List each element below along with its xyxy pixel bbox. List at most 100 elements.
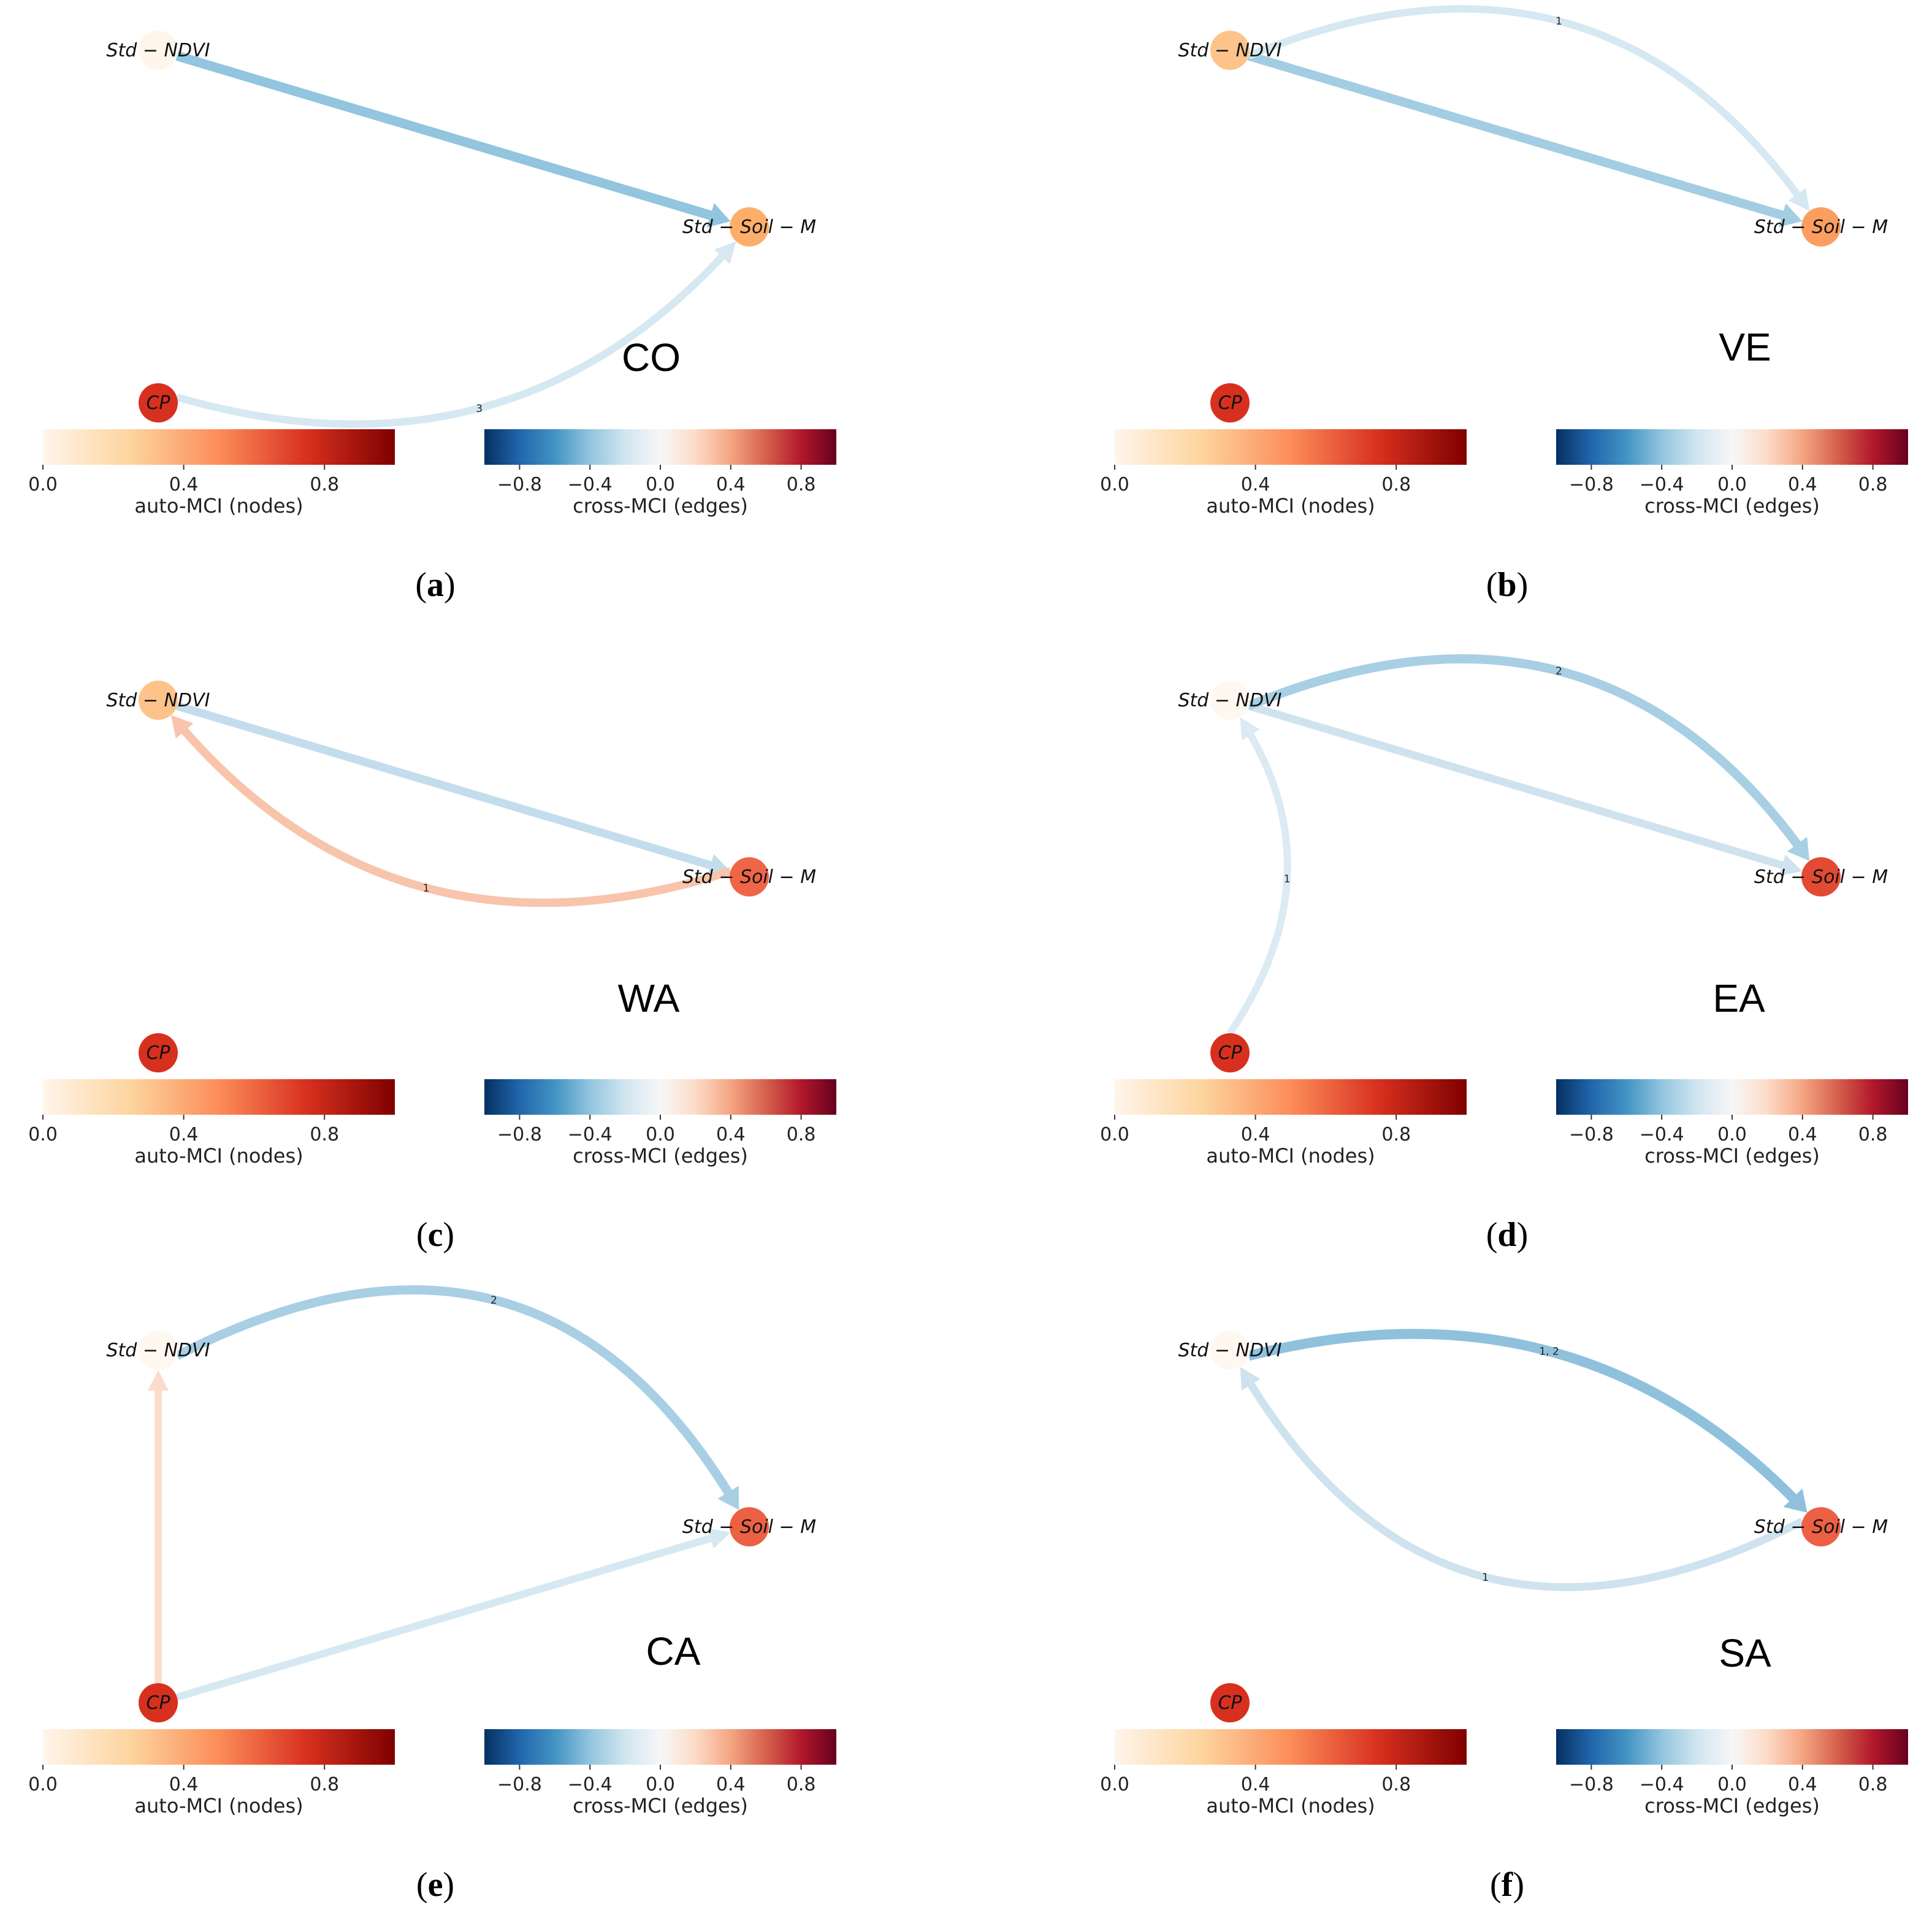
edge-tick: 0.0: [646, 1774, 675, 1795]
edge-arrowhead: [714, 241, 736, 264]
panel-e-edges: 2: [147, 1285, 739, 1701]
edge-ndvi-to-soil: [1247, 5, 1805, 202]
edge-tick: −0.8: [1569, 1124, 1614, 1145]
panel-a-region-label: CO: [622, 335, 681, 380]
panel-f-node-std-soil-m: [1801, 1507, 1841, 1546]
panel-b-label-std-ndvi: Std − NDVI: [1178, 40, 1282, 61]
edge-tick: 0.8: [1858, 1124, 1888, 1145]
panel-d-node-cp: [1210, 1033, 1250, 1072]
edge-tick: −0.4: [1640, 474, 1684, 495]
edge-tick: 0.8: [1858, 1774, 1888, 1795]
edge-ndvi-to-soil: [175, 701, 719, 872]
panel-c: 1 Std − NDVI Std − Soil − M CP WA 0.0 0.…: [28, 681, 836, 1254]
panel-b-node-cp: [1210, 383, 1250, 422]
panel-a-node-std-ndvi: [139, 31, 178, 70]
panel-b-node-std-ndvi: [1210, 31, 1250, 70]
panel-c-caption: (c): [416, 1216, 454, 1254]
edge-soil-to-ndvi: [177, 722, 732, 907]
panel-b-node-std-soil-m: [1801, 207, 1841, 246]
edge-tick: −0.4: [1640, 1124, 1684, 1145]
edge-tick: −0.4: [568, 474, 613, 495]
node-tick: 0.4: [169, 1774, 199, 1795]
edge-lag-label: 3: [476, 403, 483, 415]
node-tick: 0.4: [169, 1124, 199, 1145]
node-tick: 0.8: [310, 1774, 339, 1795]
edge-colorbar-title: cross-MCI (edges): [573, 1144, 748, 1167]
panel-e: 2 Std − NDVI Std − Soil − M CP CA 0.0 0.…: [28, 1285, 836, 1904]
edge-ndvi-to-soil: [175, 1285, 736, 1501]
edge-colorbar-title: cross-MCI (edges): [573, 494, 748, 518]
node-colorbar: [1115, 429, 1467, 465]
edge-tick: 0.4: [1788, 474, 1817, 495]
node-tick: 0.0: [28, 1124, 58, 1145]
edge-arrowhead: [706, 203, 731, 228]
panel-c-label-std-soil-m: Std − Soil − M: [682, 866, 816, 888]
panel-b-colorbars: 0.0 0.4 0.8 −0.8 −0.4 0.0 0.4 0.8 auto-M…: [1100, 429, 1908, 518]
edge-arrowhead: [147, 1370, 169, 1391]
panel-c-label-std-ndvi: Std − NDVI: [107, 690, 210, 711]
panel-e-label-std-soil-m: Std − Soil − M: [682, 1516, 816, 1538]
edge-ndvi-to-soil: [1247, 654, 1806, 853]
edge-ndvi-to-soil: [175, 51, 719, 223]
edge-tick: 0.0: [646, 474, 675, 495]
panel-a-node-std-soil-m: [730, 207, 769, 246]
panel-c-node-std-ndvi: [139, 681, 178, 720]
panel-e-label-cp: CP: [146, 1692, 170, 1714]
panel-e-label-std-ndvi: Std − NDVI: [107, 1340, 210, 1361]
panel-b-label-std-soil-m: Std − Soil − M: [1754, 216, 1888, 238]
edge-colorbar-title: cross-MCI (edges): [573, 1794, 748, 1817]
edge-tick: 0.0: [1717, 474, 1747, 495]
edge-soil-to-ndvi: [1243, 1376, 1804, 1591]
node-tick: 0.4: [169, 474, 199, 495]
node-tick: 0.4: [1241, 1124, 1270, 1145]
edge-lag-label: 1, 2: [1539, 1346, 1559, 1358]
node-colorbar: [1115, 1729, 1467, 1765]
node-tick: 0.0: [1100, 1124, 1129, 1145]
edge-tick: −0.8: [1569, 474, 1614, 495]
edge-arrowhead: [1779, 854, 1803, 876]
edge-tick: −0.8: [1569, 1774, 1614, 1795]
panel-d-region-label: EA: [1712, 976, 1765, 1020]
edge-arrowhead: [707, 1528, 731, 1549]
panel-f-label-std-soil-m: Std − Soil − M: [1754, 1516, 1888, 1538]
panel-c-node-std-soil-m: [730, 857, 769, 896]
node-colorbar: [43, 1729, 395, 1765]
panel-e-region-label: CA: [646, 1629, 701, 1673]
edge-ndvi-to-soil: [1247, 52, 1791, 222]
panel-c-colorbars: 0.0 0.4 0.8 −0.8 −0.4 0.0 0.4 0.8 auto-M…: [28, 1079, 836, 1167]
node-colorbar-title: auto-MCI (nodes): [134, 494, 303, 518]
edge-arrowhead: [1787, 836, 1810, 862]
edge-tick: 0.0: [1717, 1774, 1747, 1795]
edge-tick: 0.4: [1788, 1124, 1817, 1145]
edge-cp-to-soil: [175, 248, 730, 428]
node-tick: 0.8: [1381, 1774, 1411, 1795]
panel-f-node-std-ndvi: [1210, 1331, 1250, 1370]
node-colorbar-title: auto-MCI (nodes): [134, 1144, 303, 1167]
edge-ndvi-to-soil: [1247, 1329, 1802, 1507]
panel-e-colorbars: 0.0 0.4 0.8 −0.8 −0.4 0.0 0.4 0.8 auto-M…: [28, 1729, 836, 1817]
panel-a-label-std-soil-m: Std − Soil − M: [682, 216, 816, 238]
edge-tick: 0.4: [1788, 1774, 1817, 1795]
panel-a-label-cp: CP: [146, 392, 170, 414]
panel-f-colorbars: 0.0 0.4 0.8 −0.8 −0.4 0.0 0.4 0.8 auto-M…: [1100, 1729, 1908, 1817]
panel-d-caption: (d): [1486, 1216, 1528, 1254]
edge-arrowhead: [1240, 1367, 1261, 1391]
panel-a-caption: (a): [415, 566, 455, 604]
panel-c-label-cp: CP: [146, 1042, 170, 1064]
edge-colorbar-title: cross-MCI (edges): [1644, 494, 1820, 518]
panel-b-edges: 1: [1247, 5, 1810, 227]
edge-colorbar: [484, 1729, 836, 1765]
panel-f-label-std-ndvi: Std − NDVI: [1178, 1340, 1282, 1361]
edge-tick: −0.4: [568, 1774, 613, 1795]
node-colorbar: [1115, 1079, 1467, 1115]
edge-cp-to-ndvi: [1227, 727, 1291, 1036]
edge-lag-label: 1: [1482, 1572, 1489, 1584]
edge-tick: 0.8: [787, 1124, 816, 1145]
panel-e-caption: (e): [416, 1866, 454, 1904]
node-colorbar-title: auto-MCI (nodes): [1206, 1794, 1375, 1817]
edge-tick: 0.8: [1858, 474, 1888, 495]
edge-colorbar: [484, 1079, 836, 1115]
edge-colorbar: [1556, 1079, 1908, 1115]
node-colorbar: [43, 429, 395, 465]
